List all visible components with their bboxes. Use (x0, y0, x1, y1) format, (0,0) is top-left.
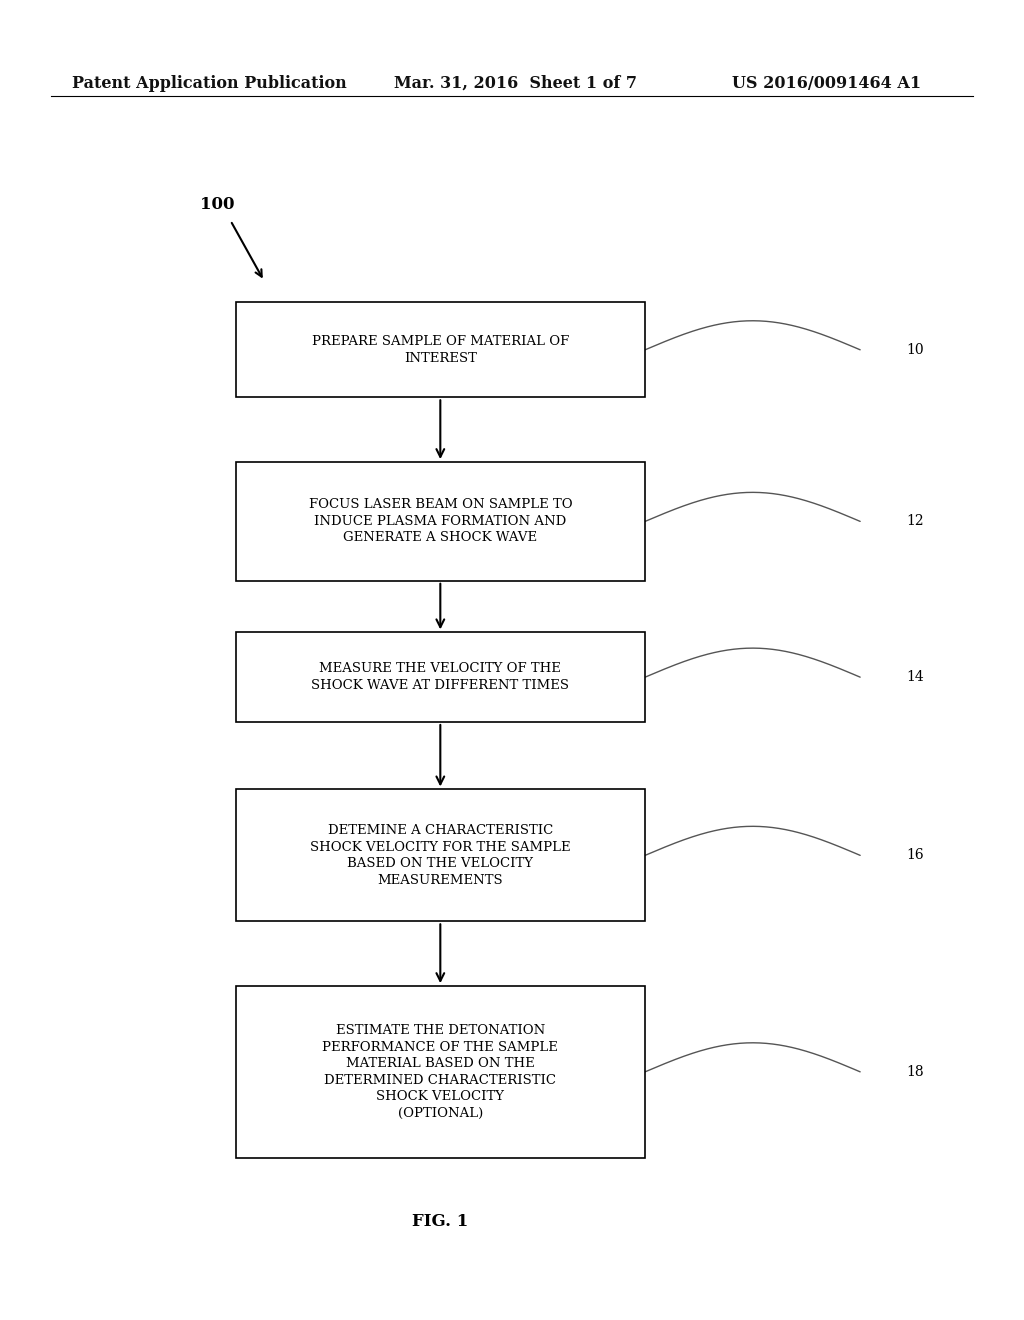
Text: 18: 18 (906, 1065, 924, 1078)
Text: 14: 14 (906, 671, 924, 684)
Text: FOCUS LASER BEAM ON SAMPLE TO
INDUCE PLASMA FORMATION AND
GENERATE A SHOCK WAVE: FOCUS LASER BEAM ON SAMPLE TO INDUCE PLA… (308, 499, 572, 544)
Text: 100: 100 (200, 197, 234, 213)
Text: 10: 10 (906, 343, 924, 356)
FancyBboxPatch shape (236, 302, 645, 397)
Text: MEASURE THE VELOCITY OF THE
SHOCK WAVE AT DIFFERENT TIMES: MEASURE THE VELOCITY OF THE SHOCK WAVE A… (311, 663, 569, 692)
Text: Mar. 31, 2016  Sheet 1 of 7: Mar. 31, 2016 Sheet 1 of 7 (394, 75, 637, 91)
Text: ESTIMATE THE DETONATION
PERFORMANCE OF THE SAMPLE
MATERIAL BASED ON THE
DETERMIN: ESTIMATE THE DETONATION PERFORMANCE OF T… (323, 1024, 558, 1119)
FancyBboxPatch shape (236, 632, 645, 722)
Text: 12: 12 (906, 515, 924, 528)
Text: 16: 16 (906, 849, 924, 862)
Text: Patent Application Publication: Patent Application Publication (72, 75, 346, 91)
Text: PREPARE SAMPLE OF MATERIAL OF
INTEREST: PREPARE SAMPLE OF MATERIAL OF INTEREST (311, 335, 569, 364)
Text: DETEMINE A CHARACTERISTIC
SHOCK VELOCITY FOR THE SAMPLE
BASED ON THE VELOCITY
ME: DETEMINE A CHARACTERISTIC SHOCK VELOCITY… (310, 824, 570, 887)
FancyBboxPatch shape (236, 789, 645, 921)
FancyBboxPatch shape (236, 986, 645, 1158)
Text: FIG. 1: FIG. 1 (413, 1213, 468, 1229)
Text: US 2016/0091464 A1: US 2016/0091464 A1 (732, 75, 922, 91)
FancyBboxPatch shape (236, 462, 645, 581)
